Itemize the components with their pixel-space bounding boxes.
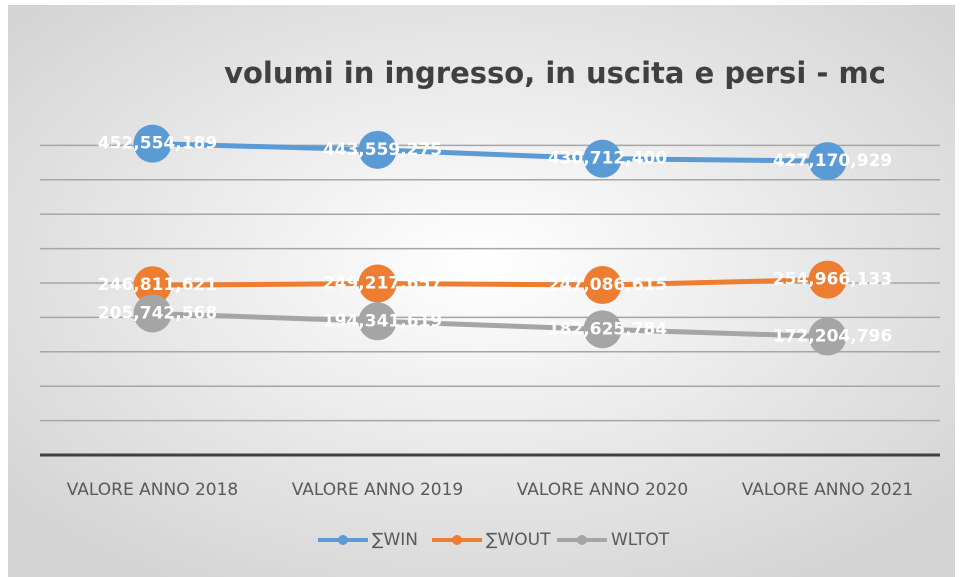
legend-label: WLTOT [611, 530, 670, 550]
data-point [133, 294, 172, 333]
data-label: 452,554,189 [98, 134, 217, 154]
data-label: 172,204,796 [773, 327, 892, 347]
data-point [808, 260, 847, 299]
data-point [358, 302, 397, 341]
series-line [152, 141, 828, 164]
data-label: 247,086,615 [548, 275, 667, 295]
data-point [808, 317, 847, 356]
data-point [583, 139, 622, 178]
data-point [583, 266, 622, 305]
data-point [808, 142, 847, 181]
x-tick-label: VALORE ANNO 2021 [742, 480, 914, 500]
data-point [358, 264, 397, 303]
x-tick-label: VALORE ANNO 2020 [517, 480, 689, 500]
data-label: 246,811,621 [98, 275, 217, 295]
legend-marker [577, 535, 587, 545]
data-point [358, 130, 397, 169]
data-label: 194,341,619 [323, 311, 442, 331]
data-point [583, 310, 622, 349]
series-line [152, 277, 828, 288]
x-tick-label: VALORE ANNO 2018 [67, 480, 239, 500]
series-line [152, 310, 828, 340]
x-tick-label: VALORE ANNO 2019 [292, 480, 464, 500]
data-label: 430,712,400 [548, 149, 668, 169]
data-label: 427,170,929 [773, 151, 892, 171]
data-label: 249,217,657 [323, 274, 442, 294]
data-label: 205,742,568 [98, 303, 217, 323]
chart-title: volumi in ingresso, in uscita e persi - … [224, 56, 886, 90]
legend-marker [452, 535, 462, 545]
data-label: 443,559,275 [323, 140, 442, 160]
legend-label: ∑WIN [372, 530, 418, 550]
legend-marker [338, 535, 348, 545]
data-point [133, 266, 172, 305]
data-point [133, 124, 172, 163]
legend-label: ∑WOUT [486, 530, 551, 550]
data-label: 254,966,133 [773, 270, 892, 290]
data-label: 182,625,784 [548, 319, 668, 339]
